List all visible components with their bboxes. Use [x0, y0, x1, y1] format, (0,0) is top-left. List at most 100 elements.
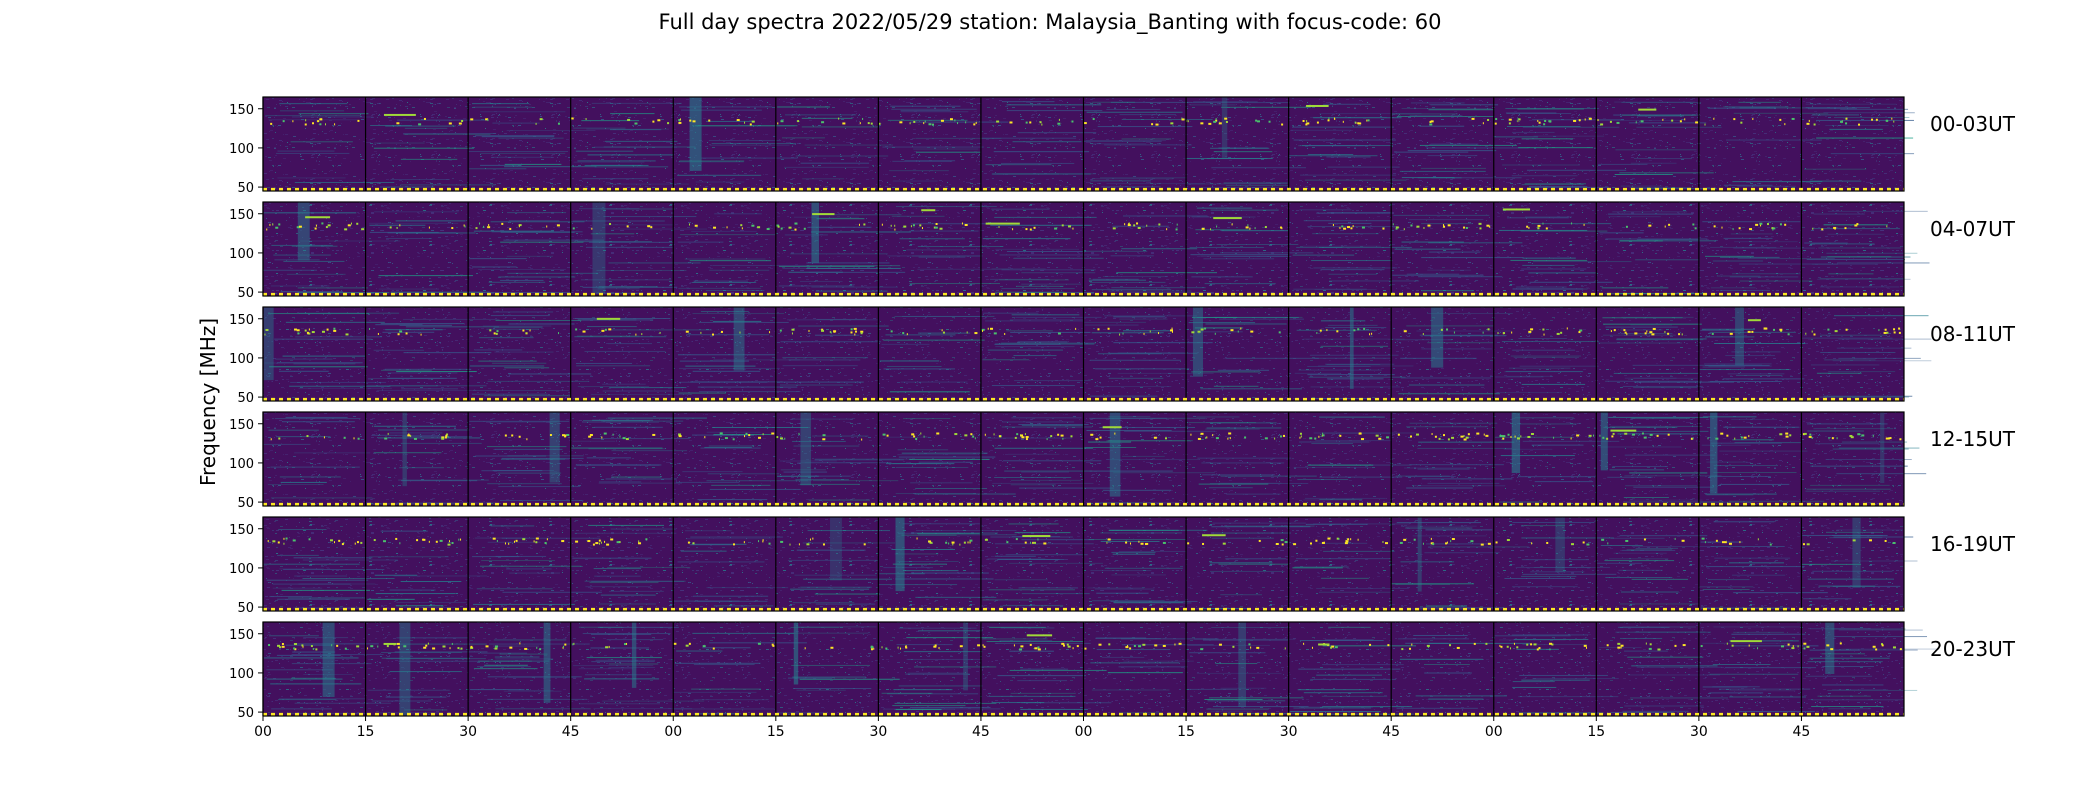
- spectrogram-segment: [1288, 202, 1420, 296]
- spectrogram-segment: [467, 202, 605, 296]
- row-label: 00-03UT: [1930, 112, 2016, 136]
- spectrogram-segment: [1493, 97, 1627, 191]
- spectrogram-segment: [364, 97, 497, 191]
- spectrogram-segment: [775, 412, 912, 506]
- row-label: 04-07UT: [1930, 217, 2016, 241]
- x-tick-label: 15: [1587, 724, 1605, 740]
- spectrogram-segment: [1595, 622, 1729, 716]
- spectrogram-segment: [364, 202, 490, 296]
- spectrogram-segment: [672, 622, 807, 716]
- spectrogram-segment: [1082, 412, 1216, 506]
- y-tick-label: 150: [229, 418, 254, 433]
- spectrogram-segment: [1288, 517, 1410, 611]
- spectrogram-segment: [1390, 517, 1529, 611]
- spectrogram-segment: [364, 517, 488, 611]
- row-frame: [262, 201, 1905, 297]
- spectrogram-segment: [1082, 307, 1214, 401]
- y-tick-label: 50: [237, 391, 254, 406]
- spectrogram-segment: [1185, 622, 1309, 716]
- spectrogram-segment: [1595, 97, 1722, 191]
- spectra-row: 50 100 150 16-19UT: [229, 516, 2016, 616]
- spectra-row: 50 100 150 20-23UT: [229, 621, 2016, 721]
- x-tick-label: 30: [869, 724, 887, 740]
- row-frame: [262, 516, 1905, 612]
- spectrogram-segment: [672, 412, 809, 506]
- x-tick-label: 00: [664, 724, 682, 740]
- row-label: 16-19UT: [1930, 532, 2016, 556]
- spectrogram-segment: [364, 622, 490, 716]
- spectrogram-segment: [1800, 202, 1930, 296]
- spectrogram-segment: [1185, 307, 1319, 401]
- spectrogram-segment: [570, 622, 705, 716]
- y-tick-label: 100: [229, 667, 254, 682]
- spectrogram-segment: [980, 97, 1103, 191]
- x-tick-label: 15: [357, 724, 375, 740]
- spectrogram-segment: [1082, 622, 1219, 716]
- spectrogram-segment: [1800, 622, 1938, 716]
- y-tick-label: 50: [237, 286, 254, 301]
- spectrogram-segment: [1595, 307, 1735, 401]
- x-tick-label: 15: [767, 724, 785, 740]
- spectrogram-segment: [672, 202, 809, 296]
- spectrogram-segment: [467, 412, 584, 506]
- spectrogram-segment: [1390, 97, 1529, 191]
- spectrogram-segment: [877, 412, 1016, 506]
- spectrogram-segment: [1493, 307, 1599, 401]
- spectrogram-segment: [1698, 97, 1829, 191]
- x-tick-label: 00: [1485, 724, 1503, 740]
- spectrogram-segment: [1185, 97, 1311, 191]
- spectrogram-segment: [1595, 412, 1724, 506]
- spectrogram-segment: [1082, 202, 1218, 296]
- row-frame: [262, 411, 1905, 507]
- spectrogram-segment: [1595, 202, 1717, 296]
- x-tick-label: 45: [1382, 724, 1400, 740]
- spectrogram-segment: [364, 307, 500, 401]
- spectrogram-segment: [672, 307, 801, 401]
- spectrogram-segment: [672, 97, 798, 191]
- y-tick-label: 150: [229, 523, 254, 538]
- spectrogram-segment: [775, 97, 894, 191]
- x-tick-label: 30: [1280, 724, 1298, 740]
- spectrogram-segment: [980, 412, 1115, 506]
- spectrogram-segment: [467, 517, 602, 611]
- row-label: 08-11UT: [1930, 322, 2016, 346]
- spectrogram-segment: [1390, 622, 1531, 716]
- spectrogram-segment: [980, 622, 1112, 716]
- spectra-row: 50 100 150 00-03UT: [229, 96, 2016, 196]
- spectrogram-segment: [1082, 517, 1208, 611]
- spectrogram-segment: [1082, 97, 1213, 191]
- x-tick-label: 45: [1793, 724, 1811, 740]
- spectrogram-segment: [877, 202, 1010, 296]
- spectrogram-segment: [570, 517, 691, 611]
- spectrogram-segment: [1493, 202, 1632, 296]
- y-tick-label: 100: [229, 352, 254, 367]
- y-tick-label: 50: [237, 706, 254, 721]
- spectrogram-segment: [1185, 412, 1317, 506]
- y-tick-label: 100: [229, 142, 254, 157]
- x-tick-label: 45: [562, 724, 580, 740]
- spectrogram-segment: [570, 307, 712, 401]
- spectrogram-segment: [1390, 412, 1515, 506]
- spectrogram-segment: [1390, 307, 1513, 401]
- spectrogram-segment: [980, 202, 1104, 296]
- spectrogram-segment: [1698, 202, 1839, 296]
- spectrogram-segment: [1493, 517, 1617, 611]
- spectrogram-segment: [467, 97, 597, 191]
- y-tick-label: 100: [229, 247, 254, 262]
- y-tick-label: 50: [237, 601, 254, 616]
- y-tick-label: 50: [237, 496, 254, 511]
- spectrogram-segment: [1390, 202, 1524, 296]
- y-tick-label: 150: [229, 628, 254, 643]
- spectrogram-segment: [1800, 412, 1927, 506]
- spectrogram-segment: [1288, 307, 1414, 401]
- y-tick-label: 150: [229, 208, 254, 223]
- x-tick-label: 30: [1690, 724, 1708, 740]
- spectrogram-segment: [877, 622, 1001, 716]
- row-frame: [262, 96, 1905, 192]
- row-label: 12-15UT: [1930, 427, 2016, 451]
- y-axis-label: Frequency [MHz]: [196, 318, 220, 486]
- y-tick-label: 150: [229, 313, 254, 328]
- y-tick-label: 150: [229, 103, 254, 118]
- spectrogram-segment: [980, 517, 1103, 611]
